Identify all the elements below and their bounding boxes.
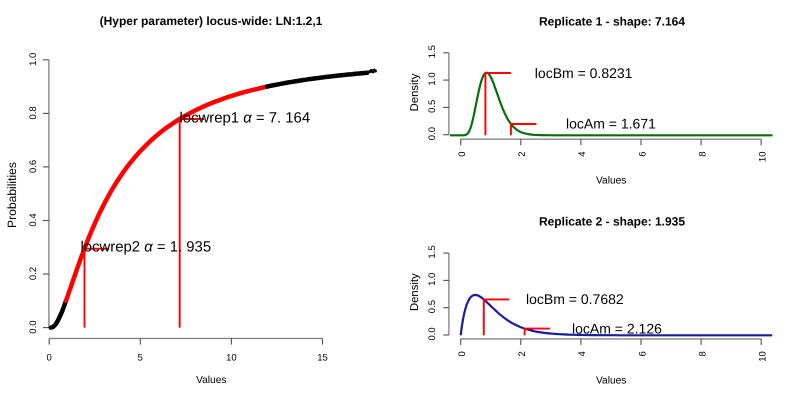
svg-text:10: 10 xyxy=(758,351,769,362)
svg-text:1.5: 1.5 xyxy=(427,245,438,258)
svg-text:0: 0 xyxy=(47,353,52,364)
svg-text:locBm = 0.8231: locBm = 0.8231 xyxy=(535,65,633,81)
svg-text:0.5: 0.5 xyxy=(427,300,438,313)
svg-text:Values: Values xyxy=(596,375,626,386)
svg-text:locwrep1 α = 7. 164: locwrep1 α = 7. 164 xyxy=(180,111,311,127)
svg-text:0.6: 0.6 xyxy=(28,160,39,173)
svg-text:Replicate 1 - shape: 7.164: Replicate 1 - shape: 7.164 xyxy=(539,14,685,28)
svg-text:1.5: 1.5 xyxy=(427,45,438,58)
svg-text:0.4: 0.4 xyxy=(28,213,39,226)
svg-text:1.0: 1.0 xyxy=(427,273,438,286)
svg-text:0.8: 0.8 xyxy=(28,106,39,119)
svg-text:Density: Density xyxy=(409,273,421,311)
svg-text:locwrep2 α = 1. 935: locwrep2 α = 1. 935 xyxy=(81,240,212,256)
svg-text:2: 2 xyxy=(517,351,528,356)
svg-text:8: 8 xyxy=(697,152,708,157)
svg-text:0.2: 0.2 xyxy=(28,267,39,280)
svg-text:4: 4 xyxy=(577,152,588,157)
svg-text:Values: Values xyxy=(596,175,626,186)
svg-text:locAm = 1.671: locAm = 1.671 xyxy=(566,115,656,131)
svg-text:1.0: 1.0 xyxy=(427,72,438,85)
svg-text:(Hyper parameter) locus-wide:: (Hyper parameter) locus-wide: LN:1.2,1 xyxy=(100,14,323,28)
svg-text:15: 15 xyxy=(317,353,328,364)
svg-text:locBm = 0.7682: locBm = 0.7682 xyxy=(526,291,624,307)
svg-text:Values: Values xyxy=(196,375,226,386)
svg-text:6: 6 xyxy=(637,351,648,356)
svg-text:Density: Density xyxy=(409,73,421,111)
svg-text:10: 10 xyxy=(226,353,237,364)
svg-text:Probabilities: Probabilities xyxy=(5,162,19,228)
svg-text:locAm = 2.126: locAm = 2.126 xyxy=(572,321,662,337)
svg-text:0.0: 0.0 xyxy=(28,320,39,333)
svg-text:2: 2 xyxy=(517,152,528,157)
svg-text:0: 0 xyxy=(457,152,468,157)
svg-text:10: 10 xyxy=(758,152,769,163)
svg-text:0.0: 0.0 xyxy=(427,127,438,140)
svg-text:5: 5 xyxy=(138,353,143,364)
svg-text:1.0: 1.0 xyxy=(28,53,39,66)
svg-text:6: 6 xyxy=(637,152,648,157)
svg-text:0: 0 xyxy=(457,351,468,356)
svg-text:0.5: 0.5 xyxy=(427,100,438,113)
svg-text:4: 4 xyxy=(577,351,588,356)
svg-text:Replicate 2 - shape: 1.935: Replicate 2 - shape: 1.935 xyxy=(539,214,685,228)
svg-text:0.0: 0.0 xyxy=(427,327,438,340)
svg-text:8: 8 xyxy=(697,351,708,356)
